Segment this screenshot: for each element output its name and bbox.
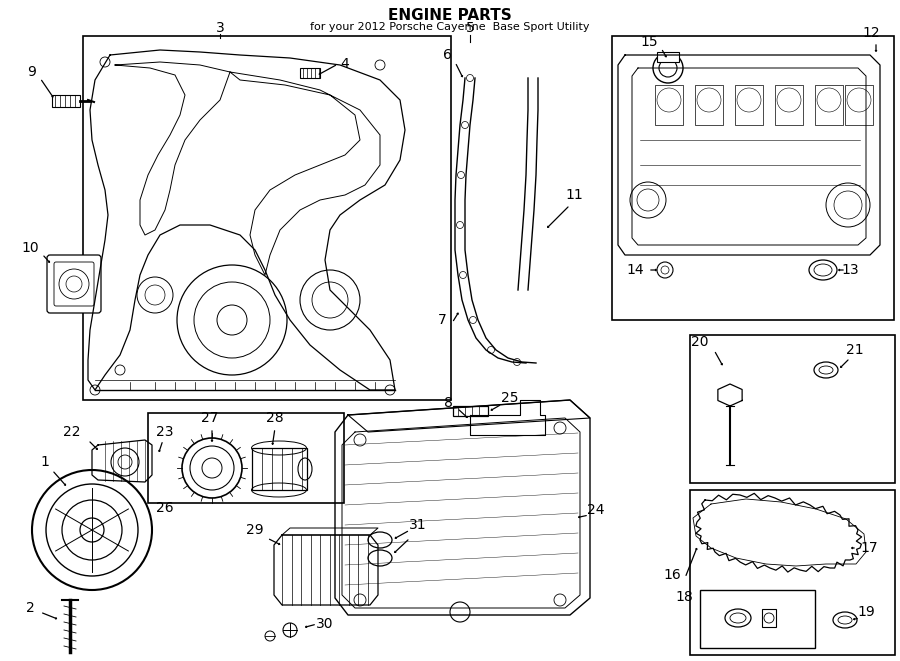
Text: 22: 22 [63, 425, 81, 439]
Text: 15: 15 [640, 35, 658, 49]
Text: for your 2012 Porsche Cayenne  Base Sport Utility: for your 2012 Porsche Cayenne Base Sport… [310, 22, 590, 32]
Bar [690, 335, 895, 483]
Text: 13: 13 [842, 263, 859, 277]
Bar [52, 95, 80, 107]
Bar [612, 36, 894, 320]
Bar [775, 85, 803, 125]
FancyBboxPatch shape [54, 262, 94, 306]
Text: 29: 29 [247, 523, 264, 537]
Bar [695, 85, 723, 125]
Bar [762, 609, 776, 627]
FancyBboxPatch shape [47, 255, 101, 313]
Text: 14: 14 [626, 263, 644, 277]
Text: 16: 16 [663, 568, 681, 582]
Bar [453, 406, 488, 416]
Text: 6: 6 [443, 48, 452, 62]
Bar [655, 85, 683, 125]
Bar [300, 68, 320, 78]
Text: 31: 31 [410, 518, 427, 532]
Text: 8: 8 [444, 396, 453, 410]
Text: 11: 11 [565, 188, 583, 202]
Text: 20: 20 [691, 335, 709, 349]
Text: 17: 17 [860, 541, 878, 555]
Text: 27: 27 [202, 411, 219, 425]
Text: 30: 30 [316, 617, 334, 631]
Bar [845, 85, 873, 125]
Text: 2: 2 [25, 601, 34, 615]
Bar [657, 52, 679, 62]
Text: 19: 19 [857, 605, 875, 619]
Text: 25: 25 [501, 391, 518, 405]
Bar [252, 448, 307, 490]
Text: 28: 28 [266, 411, 284, 425]
Text: 26: 26 [157, 501, 174, 515]
Bar [700, 590, 815, 648]
Bar [690, 490, 895, 655]
Text: 7: 7 [437, 313, 446, 327]
Text: 18: 18 [675, 590, 693, 604]
Text: 23: 23 [157, 425, 174, 439]
Bar [148, 413, 344, 503]
Text: 12: 12 [862, 26, 880, 40]
Bar [83, 36, 451, 400]
Text: 24: 24 [587, 503, 605, 517]
Bar [815, 85, 843, 125]
Text: 3: 3 [216, 21, 224, 35]
Text: 4: 4 [340, 57, 349, 71]
Text: 9: 9 [28, 65, 36, 79]
Text: 10: 10 [22, 241, 39, 255]
Text: ENGINE PARTS: ENGINE PARTS [388, 8, 512, 23]
Text: 21: 21 [846, 343, 864, 357]
Text: 1: 1 [40, 455, 50, 469]
Bar [735, 85, 763, 125]
Text: 5: 5 [465, 21, 474, 35]
